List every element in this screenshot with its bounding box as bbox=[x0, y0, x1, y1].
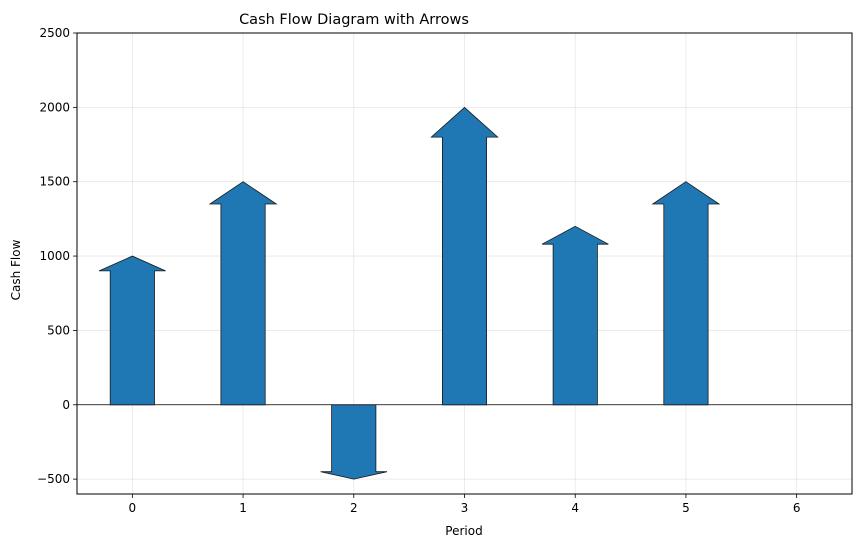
cash-flow-arrow-4 bbox=[541, 225, 609, 406]
cash-flow-arrow-3 bbox=[430, 106, 499, 406]
x-axis: 0 1 2 3 4 5 6 bbox=[129, 494, 801, 515]
cash-flow-arrow-2 bbox=[320, 404, 388, 480]
x-tick-label: 4 bbox=[571, 501, 579, 515]
x-tick-label: 5 bbox=[682, 501, 690, 515]
chart-title: Cash Flow Diagram with Arrows bbox=[239, 12, 469, 28]
cash-flow-arrow-1 bbox=[208, 181, 278, 406]
x-tick-label: 3 bbox=[461, 501, 469, 515]
x-tick-label: 6 bbox=[793, 501, 801, 515]
y-tick-label: 1000 bbox=[39, 249, 70, 263]
y-tick-label: −500 bbox=[37, 472, 70, 486]
x-tick-label: 2 bbox=[350, 501, 358, 515]
y-axis: −500 0 500 1000 1500 2000 2500 bbox=[37, 26, 77, 486]
cash-flow-arrow-5 bbox=[651, 181, 721, 406]
cash-flow-arrow-0 bbox=[98, 255, 166, 406]
x-tick-label: 1 bbox=[239, 501, 247, 515]
y-axis-label: Cash Flow bbox=[9, 239, 23, 300]
x-tick-label: 0 bbox=[129, 501, 137, 515]
data-marks bbox=[98, 106, 721, 480]
x-axis-label: Period bbox=[445, 524, 482, 538]
y-tick-label: 500 bbox=[47, 323, 70, 337]
y-tick-label: 2500 bbox=[39, 26, 70, 40]
y-tick-label: 0 bbox=[62, 398, 70, 412]
y-tick-label: 1500 bbox=[39, 175, 70, 189]
y-tick-label: 2000 bbox=[39, 100, 70, 114]
